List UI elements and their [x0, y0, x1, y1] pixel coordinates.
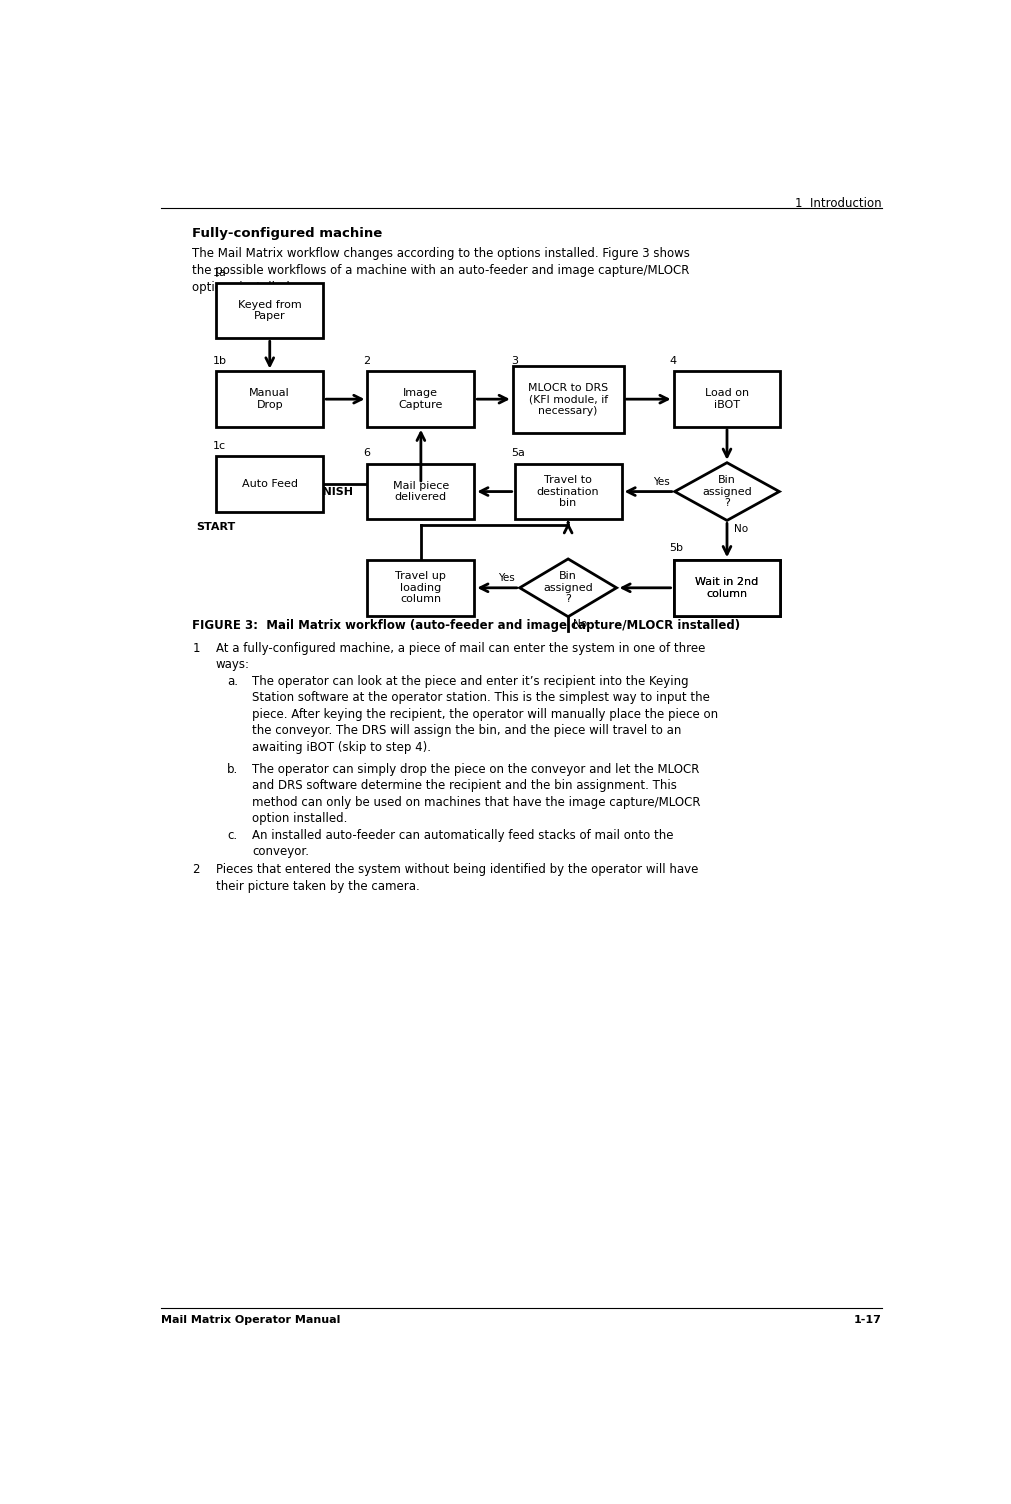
FancyBboxPatch shape — [673, 559, 780, 615]
Text: Bin
assigned
?: Bin assigned ? — [702, 475, 752, 508]
Text: FIGURE 3:  Mail Matrix workflow (auto-feeder and image capture/MLOCR installed): FIGURE 3: Mail Matrix workflow (auto-fee… — [192, 618, 740, 632]
Text: 5b: 5b — [669, 543, 683, 553]
FancyBboxPatch shape — [216, 283, 324, 338]
Text: 6: 6 — [364, 448, 370, 459]
FancyBboxPatch shape — [216, 456, 324, 511]
Text: The operator can simply drop the piece on the conveyor and let the MLOCR
and DRS: The operator can simply drop the piece o… — [252, 763, 701, 826]
FancyBboxPatch shape — [216, 371, 324, 427]
FancyBboxPatch shape — [673, 371, 780, 427]
Text: Yes: Yes — [498, 573, 515, 584]
Text: START: START — [197, 522, 236, 531]
Text: Keyed from
Paper: Keyed from Paper — [238, 299, 301, 322]
Text: a.: a. — [227, 675, 239, 687]
Text: Mail Matrix Operator Manual: Mail Matrix Operator Manual — [161, 1316, 341, 1325]
Text: 1: 1 — [192, 642, 200, 654]
Text: Travel to
destination
bin: Travel to destination bin — [537, 475, 600, 508]
Text: Mail piece
delivered: Mail piece delivered — [392, 481, 449, 502]
Text: 3: 3 — [511, 356, 518, 365]
FancyBboxPatch shape — [367, 371, 474, 427]
Text: 4: 4 — [669, 356, 676, 365]
Text: FINISH: FINISH — [311, 487, 354, 496]
Text: 5a: 5a — [511, 448, 525, 459]
Text: Travel up
loading
column: Travel up loading column — [395, 572, 446, 605]
Text: Fully-configured machine: Fully-configured machine — [192, 227, 382, 239]
Polygon shape — [674, 463, 779, 520]
Text: At a fully-configured machine, a piece of mail can enter the system in one of th: At a fully-configured machine, a piece o… — [215, 642, 705, 671]
Text: No: No — [734, 523, 748, 534]
FancyBboxPatch shape — [367, 463, 474, 519]
Text: The Mail Matrix workflow changes according to the options installed. Figure 3 sh: The Mail Matrix workflow changes accordi… — [192, 247, 691, 293]
Text: 1b: 1b — [212, 356, 226, 365]
Text: 1a: 1a — [212, 268, 226, 278]
Text: An installed auto-feeder can automatically feed stacks of mail onto the
conveyor: An installed auto-feeder can automatical… — [252, 829, 673, 859]
Text: 1-17: 1-17 — [854, 1316, 882, 1325]
Text: No: No — [573, 620, 587, 629]
Text: c.: c. — [227, 829, 238, 842]
Text: Load on
iBOT: Load on iBOT — [705, 388, 749, 411]
Text: Wait in 2nd
column: Wait in 2nd column — [696, 578, 758, 599]
Text: Bin
assigned
?: Bin assigned ? — [543, 572, 593, 605]
Text: The operator can look at the piece and enter it’s recipient into the Keying
Stat: The operator can look at the piece and e… — [252, 675, 718, 754]
Text: Auto Feed: Auto Feed — [242, 478, 298, 489]
FancyBboxPatch shape — [367, 559, 474, 615]
Text: Image
Capture: Image Capture — [398, 388, 443, 411]
FancyBboxPatch shape — [513, 365, 624, 433]
Text: 2: 2 — [192, 863, 200, 877]
FancyBboxPatch shape — [673, 559, 780, 615]
Text: 1c: 1c — [212, 441, 225, 451]
Text: b.: b. — [227, 763, 239, 776]
Text: 2: 2 — [364, 356, 371, 365]
FancyBboxPatch shape — [515, 463, 622, 519]
Text: Yes: Yes — [653, 477, 670, 487]
Polygon shape — [520, 559, 617, 617]
Text: 1  Introduction: 1 Introduction — [796, 197, 882, 211]
Text: Manual
Drop: Manual Drop — [250, 388, 290, 411]
Text: Pieces that entered the system without being identified by the operator will hav: Pieces that entered the system without b… — [215, 863, 698, 893]
Text: Wait in 2nd
column: Wait in 2nd column — [696, 578, 758, 599]
Text: MLOCR to DRS
(KFI module, if
necessary): MLOCR to DRS (KFI module, if necessary) — [528, 382, 609, 415]
